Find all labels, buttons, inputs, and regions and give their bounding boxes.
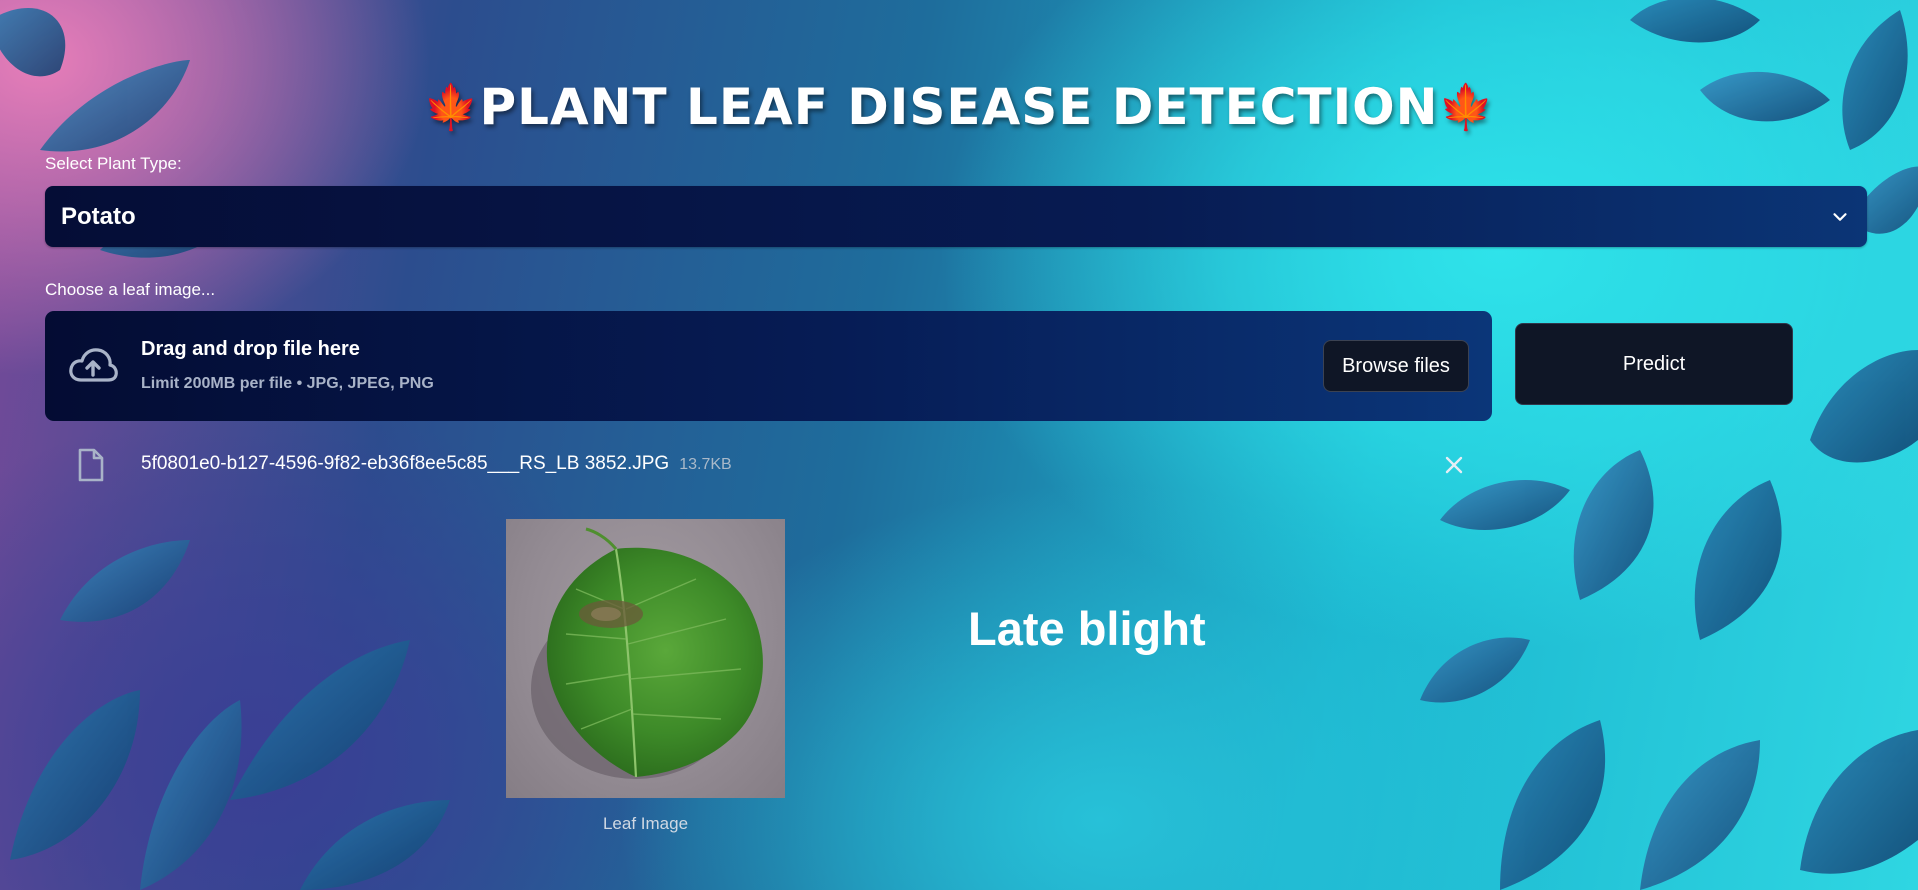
plant-type-select[interactable]: Potato xyxy=(45,186,1867,247)
dropzone-title: Drag and drop file here xyxy=(141,338,360,360)
maple-leaf-icon: 🍁 xyxy=(423,82,480,133)
page-title-text: PLANT LEAF DISEASE DETECTION xyxy=(479,78,1439,136)
uploaded-file-row: 5f0801e0-b127-4596-9f82-eb36f8ee5c85___R… xyxy=(45,440,1492,490)
prediction-result: Late blight xyxy=(968,602,1206,655)
close-icon[interactable] xyxy=(1441,452,1467,478)
predict-button[interactable]: Predict xyxy=(1515,323,1793,405)
browse-files-button[interactable]: Browse files xyxy=(1323,340,1469,392)
maple-leaf-icon: 🍁 xyxy=(1438,82,1495,133)
cloud-upload-icon xyxy=(69,348,118,382)
file-icon xyxy=(78,448,104,482)
potato-leaf-picture xyxy=(531,527,763,779)
chevron-down-icon xyxy=(1833,212,1847,221)
leaf-preview-image xyxy=(506,519,785,798)
uploaded-file-name: 5f0801e0-b127-4596-9f82-eb36f8ee5c85___R… xyxy=(141,453,732,475)
leaf-image-label: Choose a leaf image... xyxy=(45,280,216,299)
uploaded-file-size: 13.7KB xyxy=(679,456,732,473)
file-dropzone[interactable]: Drag and drop file here Limit 200MB per … xyxy=(45,311,1492,421)
page-title: 🍁PLANT LEAF DISEASE DETECTION🍁 xyxy=(0,78,1918,136)
uploaded-file-name-text: 5f0801e0-b127-4596-9f82-eb36f8ee5c85___R… xyxy=(141,453,670,474)
dropzone-limit-text: Limit 200MB per file • JPG, JPEG, PNG xyxy=(141,375,434,392)
leaf-image-caption: Leaf Image xyxy=(602,814,689,833)
plant-type-selected-value: Potato xyxy=(61,202,136,230)
plant-type-label: Select Plant Type: xyxy=(45,154,182,173)
